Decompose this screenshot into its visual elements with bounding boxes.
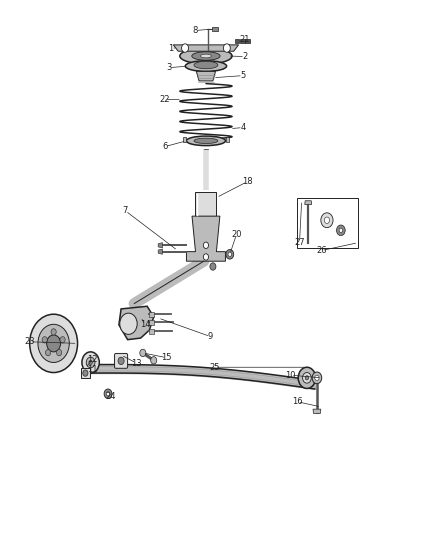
Polygon shape — [212, 27, 218, 31]
Text: 22: 22 — [159, 95, 170, 104]
Polygon shape — [187, 216, 226, 261]
Ellipse shape — [185, 61, 226, 71]
Text: 24: 24 — [105, 392, 116, 401]
Polygon shape — [245, 38, 250, 43]
Circle shape — [336, 225, 345, 236]
Circle shape — [321, 213, 333, 228]
Text: 18: 18 — [242, 177, 253, 186]
Polygon shape — [184, 136, 186, 142]
Ellipse shape — [180, 48, 232, 64]
Polygon shape — [305, 201, 312, 205]
Circle shape — [140, 349, 146, 357]
Text: 4: 4 — [240, 123, 246, 132]
Circle shape — [182, 44, 188, 52]
Text: 23: 23 — [25, 337, 35, 346]
Text: 10: 10 — [286, 370, 296, 379]
Circle shape — [226, 249, 234, 259]
Text: 25: 25 — [209, 363, 220, 372]
Circle shape — [223, 44, 230, 52]
Text: 8: 8 — [192, 26, 198, 35]
Text: 7: 7 — [123, 206, 128, 215]
Text: 1: 1 — [169, 44, 174, 53]
Circle shape — [118, 357, 124, 365]
Polygon shape — [297, 198, 358, 248]
Circle shape — [42, 337, 47, 343]
Text: 15: 15 — [162, 353, 172, 362]
Text: 26: 26 — [316, 246, 327, 255]
Circle shape — [57, 350, 62, 356]
Circle shape — [339, 228, 343, 232]
Circle shape — [305, 376, 309, 380]
Text: 21: 21 — [240, 35, 251, 44]
Text: 9: 9 — [208, 332, 213, 341]
Polygon shape — [195, 192, 216, 216]
Text: 3: 3 — [166, 63, 172, 72]
Circle shape — [86, 357, 95, 368]
Polygon shape — [119, 306, 154, 340]
Circle shape — [51, 329, 56, 335]
Polygon shape — [313, 409, 321, 414]
Text: 20: 20 — [231, 230, 242, 239]
Text: 14: 14 — [140, 320, 150, 329]
Circle shape — [83, 370, 88, 376]
Circle shape — [38, 324, 69, 362]
Polygon shape — [149, 328, 154, 334]
Ellipse shape — [192, 52, 220, 60]
Circle shape — [104, 389, 112, 399]
Ellipse shape — [186, 136, 226, 146]
Circle shape — [106, 392, 110, 396]
Circle shape — [30, 314, 78, 373]
Circle shape — [203, 242, 208, 248]
Circle shape — [203, 254, 208, 260]
Circle shape — [312, 372, 322, 384]
Circle shape — [151, 357, 157, 364]
Circle shape — [120, 313, 137, 334]
Circle shape — [228, 252, 232, 256]
Text: 5: 5 — [240, 71, 246, 80]
Ellipse shape — [201, 54, 212, 58]
Polygon shape — [235, 38, 240, 43]
Ellipse shape — [194, 61, 218, 69]
Circle shape — [60, 337, 65, 343]
Polygon shape — [158, 243, 162, 248]
Text: 16: 16 — [292, 397, 303, 406]
Polygon shape — [173, 45, 239, 51]
Polygon shape — [240, 38, 245, 43]
Text: 2: 2 — [243, 52, 248, 61]
Polygon shape — [158, 249, 162, 254]
Circle shape — [315, 375, 319, 381]
Polygon shape — [81, 368, 90, 378]
Text: 12: 12 — [88, 355, 98, 364]
Ellipse shape — [194, 138, 218, 143]
Circle shape — [303, 373, 311, 383]
Circle shape — [210, 263, 216, 270]
Text: 27: 27 — [294, 238, 305, 247]
Circle shape — [46, 350, 51, 356]
Text: 13: 13 — [131, 359, 141, 367]
Polygon shape — [149, 319, 154, 325]
Polygon shape — [226, 136, 229, 142]
Circle shape — [89, 360, 92, 365]
Text: 11: 11 — [88, 366, 98, 374]
Circle shape — [324, 217, 329, 223]
Polygon shape — [196, 71, 215, 81]
Circle shape — [47, 335, 60, 352]
Text: 6: 6 — [162, 142, 167, 151]
FancyBboxPatch shape — [115, 353, 127, 368]
Polygon shape — [149, 312, 154, 317]
Circle shape — [82, 352, 99, 373]
Circle shape — [298, 367, 316, 389]
